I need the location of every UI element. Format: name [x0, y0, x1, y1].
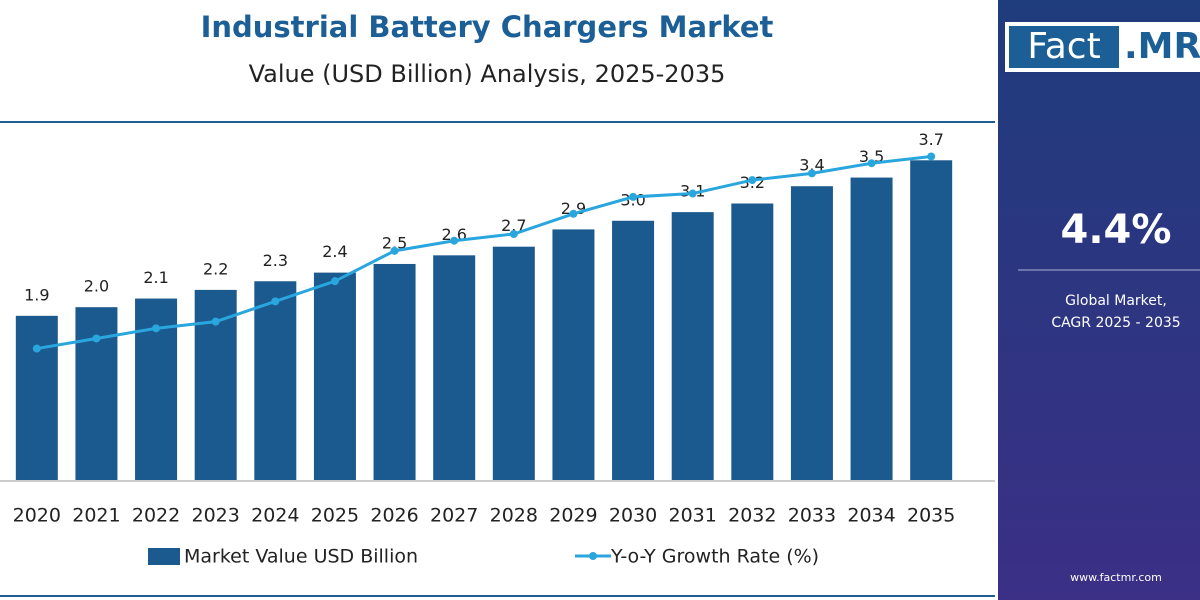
data-label: 2.3	[263, 251, 288, 270]
data-label: 1.9	[24, 285, 49, 304]
line-point	[629, 192, 638, 201]
data-label: 2.4	[322, 242, 347, 261]
bar	[850, 177, 893, 481]
bar	[492, 246, 535, 480]
data-label: 2.1	[143, 268, 168, 287]
logo-text: .MR	[1124, 26, 1200, 67]
bar	[910, 160, 953, 481]
x-tick-label: 2030	[609, 505, 657, 527]
x-tick-label: 2029	[549, 505, 597, 527]
data-label: 3.7	[918, 130, 943, 149]
x-tick-label: 2035	[907, 505, 955, 527]
line-point	[927, 152, 936, 161]
logo-fill	[1009, 26, 1119, 68]
legend-label: Market Value USD Billion	[184, 546, 418, 568]
bar	[433, 255, 476, 480]
line	[36, 154, 932, 351]
line-point	[450, 236, 459, 245]
x-tick-label: 2020	[13, 505, 61, 527]
line-point	[509, 229, 518, 238]
line-point	[807, 169, 816, 178]
x-tick-label: 2026	[370, 505, 418, 527]
legend-label: Y-o-Y Growth Rate (%)	[610, 546, 819, 568]
side-panel	[998, 0, 1200, 600]
data-label: 2.0	[84, 277, 109, 296]
line-point	[211, 317, 220, 326]
cagr-value: 4.4%	[1061, 207, 1172, 253]
line-point	[390, 246, 399, 255]
bar	[373, 263, 416, 480]
x-tick-label: 2024	[251, 505, 299, 527]
bar	[313, 272, 356, 480]
line-point	[867, 159, 876, 168]
line-point	[271, 297, 280, 306]
x-tick-label: 2025	[311, 505, 359, 527]
bar	[671, 212, 714, 480]
line-point	[569, 209, 578, 218]
bar	[731, 203, 774, 480]
bar	[15, 315, 58, 480]
line-point	[32, 344, 41, 353]
bar	[790, 186, 833, 480]
line-point	[92, 334, 101, 343]
line-point	[748, 176, 757, 185]
chart-subtitle: Value (USD Billion) Analysis, 2025-2035	[249, 60, 726, 88]
x-tick-label: 2033	[788, 505, 836, 527]
x-tick-label: 2023	[192, 505, 240, 527]
bar	[254, 281, 297, 480]
x-tick-label: 2032	[728, 505, 776, 527]
x-tick-label: 2034	[847, 505, 895, 527]
bar	[612, 220, 655, 480]
data-label: 2.5	[382, 233, 407, 252]
cagr-label: Global Market,	[1065, 293, 1167, 309]
bar	[552, 229, 595, 480]
line-point	[688, 189, 697, 198]
legend-swatch	[589, 552, 597, 560]
data-label: 2.2	[203, 259, 228, 278]
logo-text: Fact	[1027, 26, 1100, 67]
x-tick-label: 2027	[430, 505, 478, 527]
website: www.factmr.com	[1070, 571, 1162, 584]
bar	[75, 307, 118, 480]
line-point	[330, 277, 339, 286]
x-tick-label: 2022	[132, 505, 180, 527]
data-label: 3.4	[799, 156, 824, 175]
cagr-label: CAGR 2025 - 2035	[1051, 315, 1180, 331]
x-tick-label: 2021	[72, 505, 120, 527]
x-tick-label: 2031	[669, 505, 717, 527]
line-point	[152, 324, 161, 333]
legend-swatch	[148, 548, 180, 565]
chart-title: Industrial Battery Chargers Market	[201, 10, 774, 44]
x-tick-label: 2028	[490, 505, 538, 527]
